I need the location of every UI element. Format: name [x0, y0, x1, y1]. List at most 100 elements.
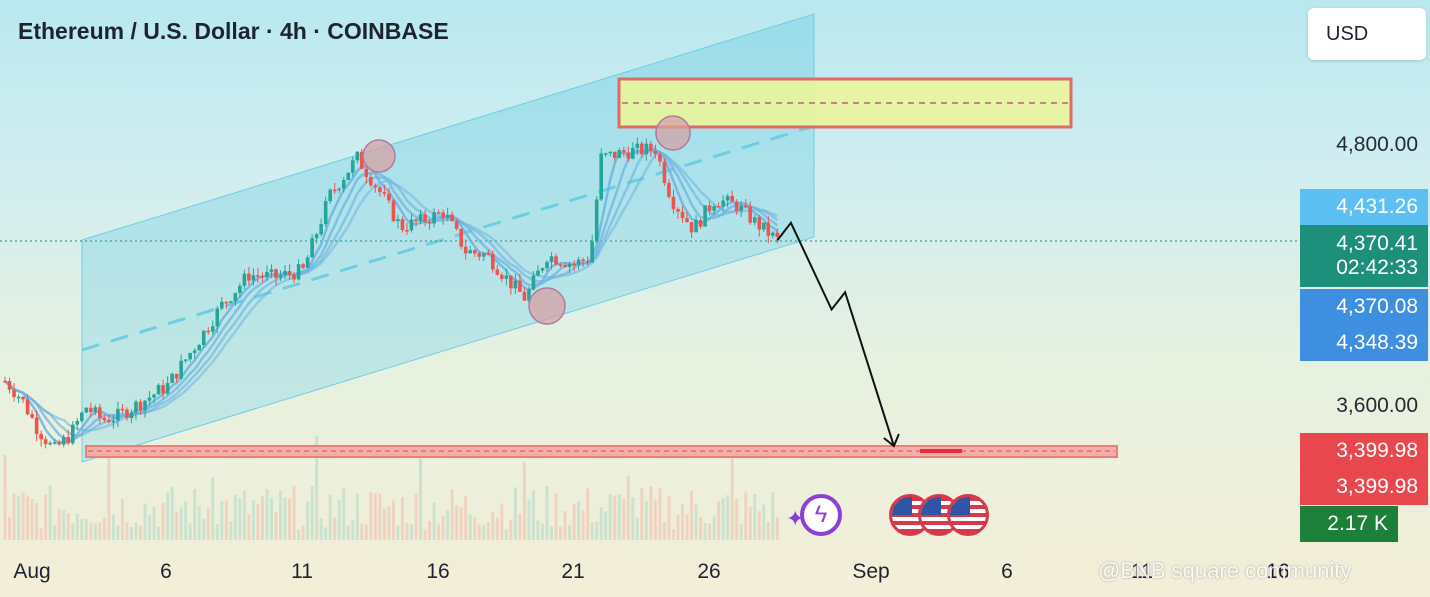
candle	[296, 259, 301, 281]
candle	[441, 209, 445, 225]
candle	[93, 404, 98, 416]
candle	[156, 383, 161, 395]
candle	[310, 234, 314, 258]
candle-body	[581, 259, 585, 262]
us-flag-icon[interactable]	[947, 494, 989, 536]
volume-bar	[170, 487, 174, 540]
candle-body	[585, 260, 590, 263]
candle	[445, 207, 450, 222]
volume-bar	[351, 520, 355, 540]
volume-bar	[662, 521, 666, 540]
candle	[247, 266, 251, 286]
candle	[631, 142, 635, 160]
volume-bar	[468, 514, 472, 540]
candle	[545, 260, 549, 272]
candle	[57, 439, 61, 446]
currency-button[interactable]: USD	[1308, 8, 1426, 60]
candle	[378, 185, 382, 197]
candle	[680, 206, 685, 223]
candle-body	[653, 150, 658, 155]
volume-bar	[125, 522, 129, 540]
candle-body	[414, 219, 418, 222]
candle	[418, 209, 423, 224]
candle-body	[25, 399, 30, 415]
candle	[662, 158, 667, 186]
candle	[75, 418, 80, 431]
volume-bar	[188, 523, 192, 540]
volume-bar	[559, 526, 563, 540]
candle-body	[536, 270, 540, 276]
candle	[671, 189, 676, 214]
volume-bar	[631, 497, 635, 540]
pivot-high-2[interactable]	[655, 115, 691, 151]
candle-body	[16, 396, 21, 399]
volume-bar	[215, 524, 219, 540]
candle	[414, 218, 418, 227]
candle-body	[481, 253, 486, 257]
candle	[7, 377, 12, 394]
volume-bar	[143, 503, 147, 540]
volume-bar	[721, 498, 725, 540]
candle-body	[667, 183, 671, 197]
volume-bar	[396, 525, 400, 540]
volume-bar	[319, 518, 323, 540]
candle-body	[635, 143, 640, 148]
candle-body	[229, 301, 233, 303]
candle-body	[39, 433, 43, 440]
candle	[667, 179, 671, 199]
volume-bar	[269, 497, 273, 540]
candle	[685, 211, 689, 223]
x-tick-11: 11	[291, 560, 313, 583]
candle	[283, 265, 287, 279]
candle	[712, 204, 716, 215]
pivot-high-1[interactable]	[362, 139, 396, 173]
candle-body	[314, 234, 319, 239]
candle-body	[432, 212, 436, 224]
candle-body	[472, 250, 477, 254]
volume-bar	[93, 523, 97, 540]
volume-bar	[581, 510, 585, 540]
x-tick-sep-11: 11	[1131, 560, 1153, 583]
candle-body	[450, 214, 454, 222]
candle-body	[89, 407, 93, 412]
candle-body	[495, 269, 500, 275]
candle	[25, 394, 30, 416]
volume-bar	[572, 503, 576, 540]
candle	[39, 430, 43, 447]
volume-bar	[735, 498, 739, 540]
candle	[170, 372, 174, 384]
volume-bar	[613, 495, 617, 540]
volume-bar	[545, 486, 549, 540]
volume-bar	[211, 477, 215, 540]
candle-body	[459, 228, 463, 247]
candle-body	[102, 417, 107, 421]
volume-bar	[80, 518, 84, 540]
candle	[563, 262, 567, 268]
candle-body	[129, 412, 134, 419]
candle	[599, 148, 603, 201]
volume-bar	[224, 500, 228, 540]
pivot-low[interactable]	[528, 287, 566, 325]
candle-body	[626, 152, 631, 159]
projection-arrow[interactable]	[776, 220, 895, 447]
volume-bar	[658, 488, 662, 540]
candle	[197, 343, 202, 351]
candle	[34, 410, 39, 442]
candle	[721, 195, 725, 212]
lightning-bolt-icon[interactable]: ϟ	[800, 494, 842, 536]
x-tick-aug: Aug	[13, 560, 51, 583]
candle	[238, 283, 242, 298]
moving-average-line	[4, 146, 779, 444]
volume-bar	[346, 525, 350, 540]
candle-body	[328, 189, 332, 202]
candle	[495, 264, 500, 276]
candle	[771, 231, 775, 239]
volume-bar	[504, 529, 508, 540]
volume-bar	[685, 514, 689, 540]
candle-body	[251, 275, 256, 281]
candle	[757, 214, 762, 237]
candle-body	[125, 409, 129, 419]
candle	[621, 146, 626, 157]
candle	[536, 265, 540, 276]
